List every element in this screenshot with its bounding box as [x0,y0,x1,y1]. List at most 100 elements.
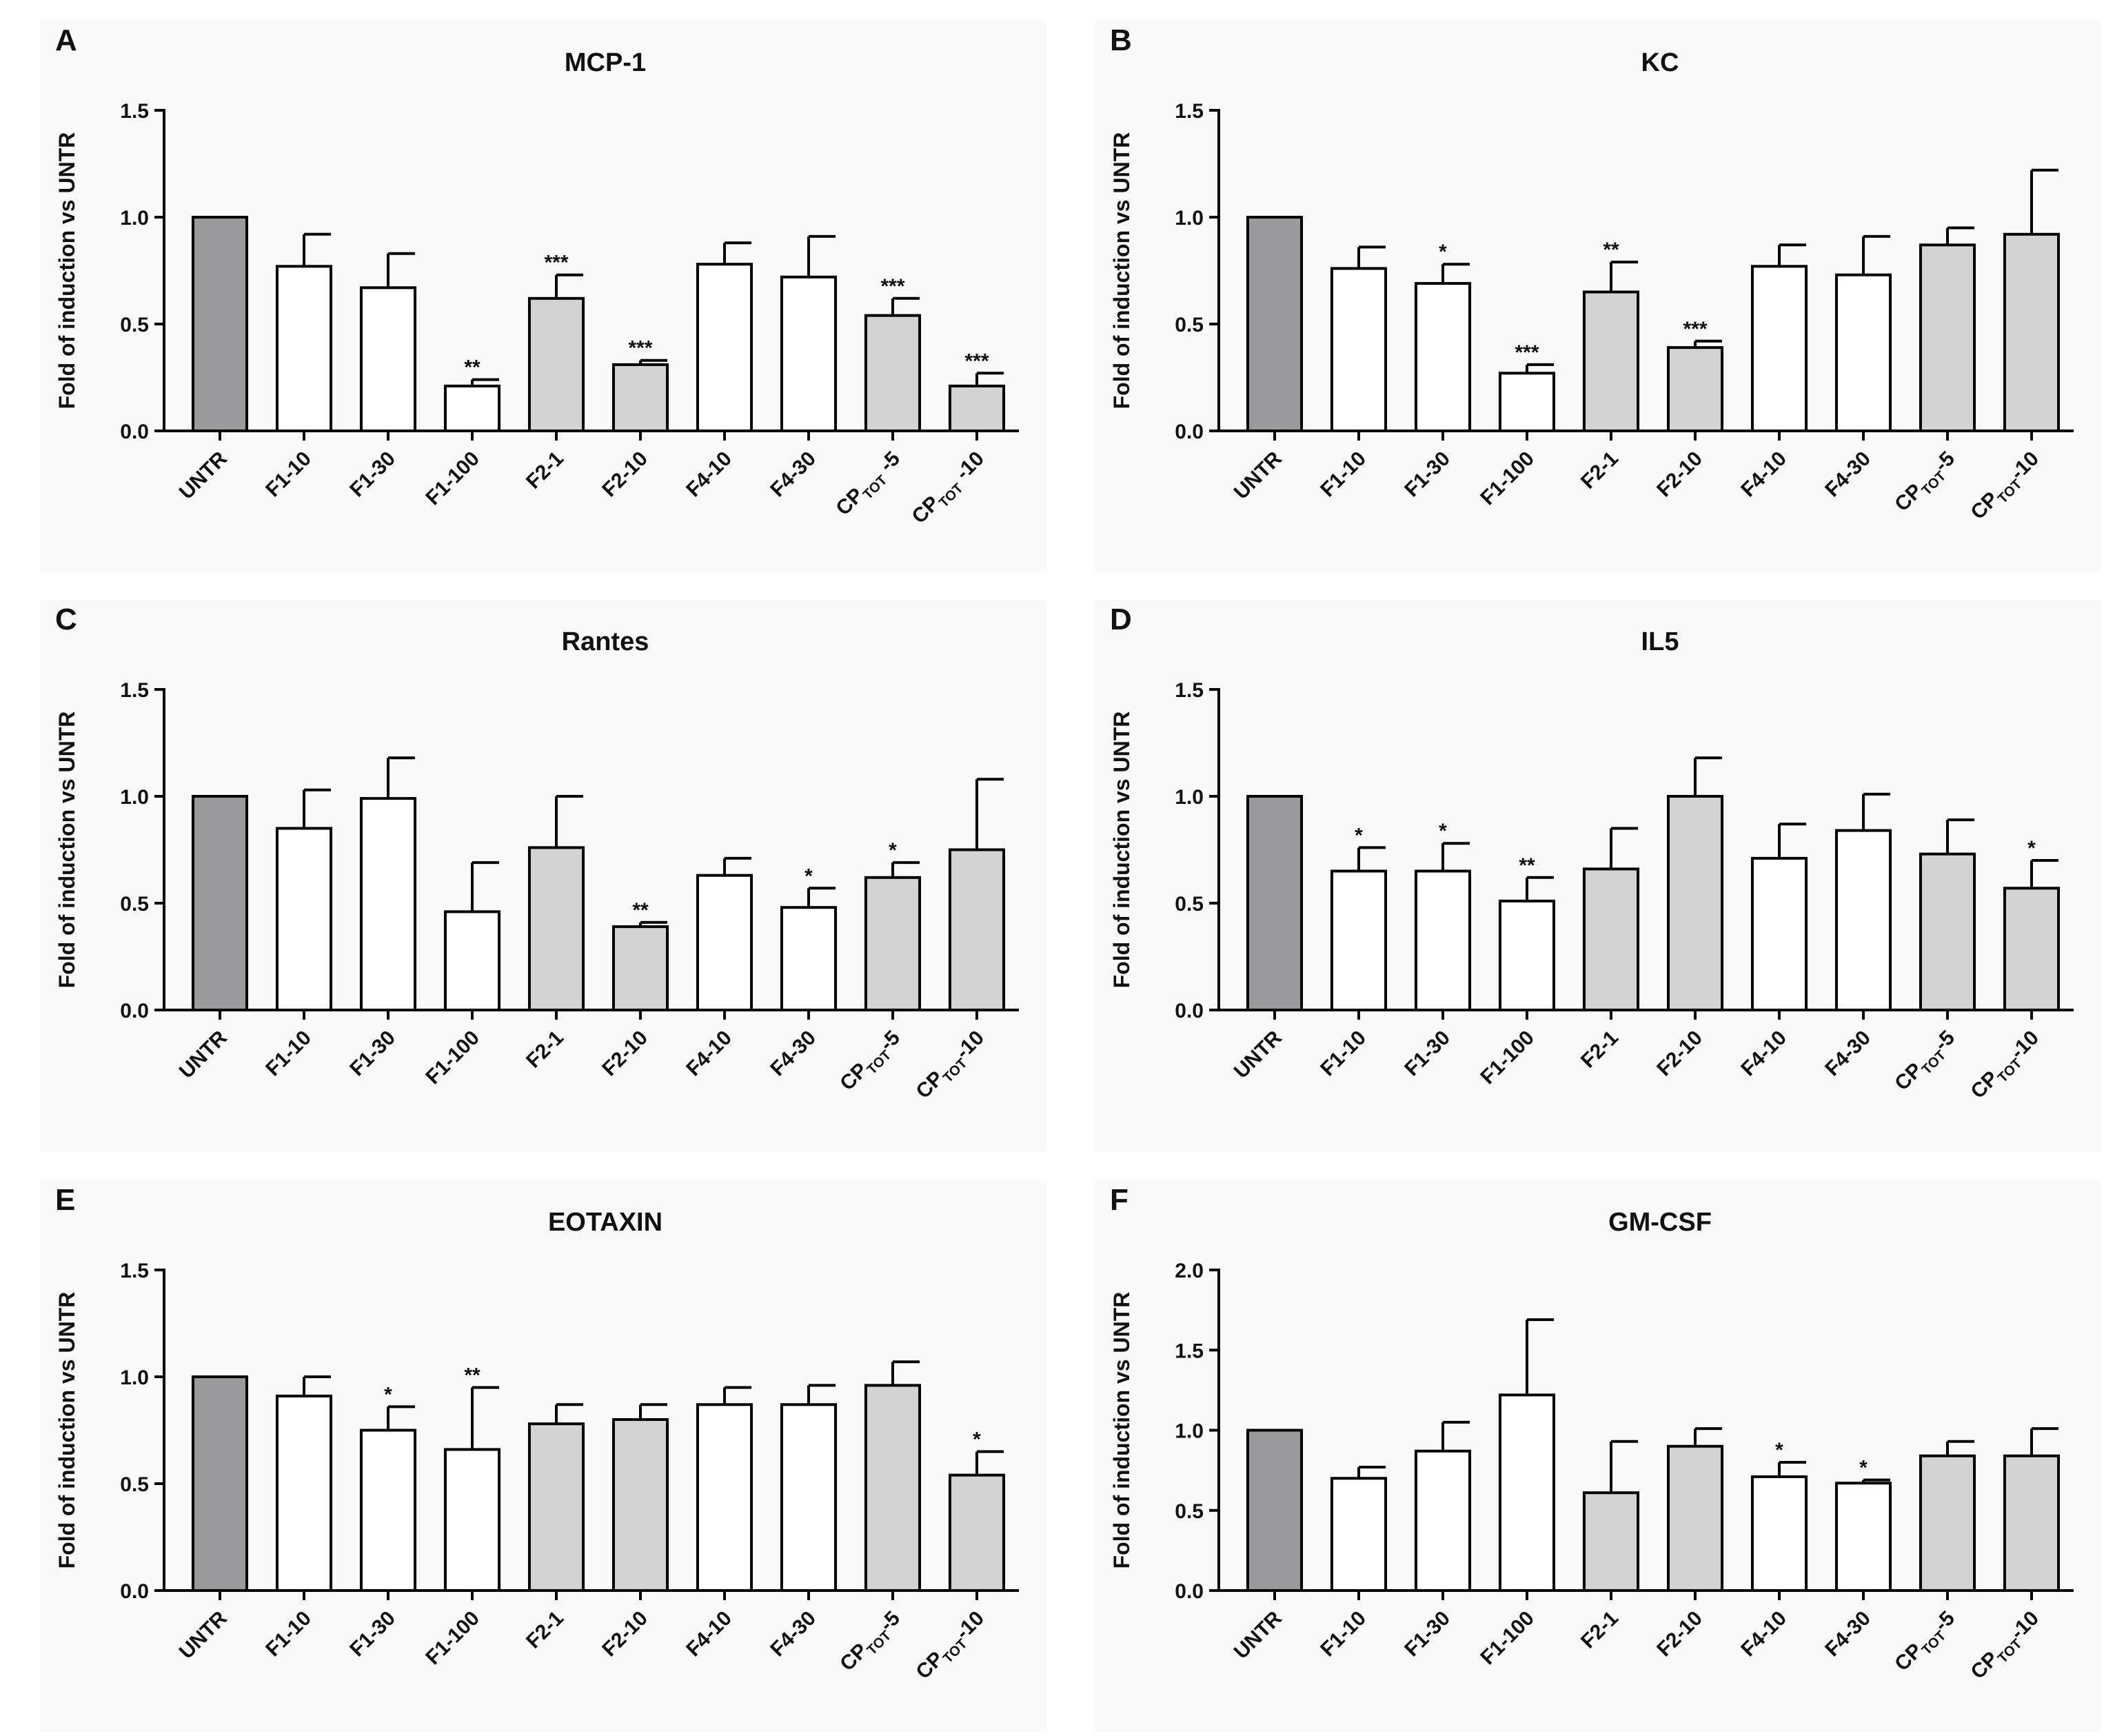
y-tick-label: 1.5 [1175,679,1204,702]
x-tick-label: UNTR [1230,1606,1286,1663]
x-tick-label: F1-30 [1400,447,1455,502]
x-tick-label: CPTOT -5 [831,447,907,523]
bar [527,296,585,432]
y-tick-label: 0.5 [1175,893,1204,916]
bar [864,876,922,1011]
bar [780,1403,838,1592]
x-tick-label: F4-30 [766,1607,820,1662]
bar [696,1403,753,1592]
bar [359,286,417,432]
y-tick-label: 0.5 [120,1473,149,1496]
y-tick-label: 0.5 [1175,1500,1204,1523]
bar [1414,869,1472,1011]
x-tick-label: F1-30 [1400,1027,1455,1081]
significance-label: * [889,839,897,862]
significance-label: ** [632,899,649,922]
x-tick-label: CPTOT-5 [836,1027,907,1098]
bar [2003,887,2061,1011]
bar [1498,899,1556,1011]
bar [1246,795,1304,1011]
panel-letter: E [55,1183,76,1217]
bar [275,1394,333,1592]
bar [1666,795,1724,1011]
y-tick-label: 1.5 [120,1260,149,1282]
bar-chart: Fold of induction vs UNTR 0.0 0.5 1.0 1.5 UNT… [1109,679,2074,1107]
x-tick-label: UNTR [175,447,232,503]
x-tick-label: F2-1 [1577,1027,1623,1073]
x-tick-label: F1-10 [261,1027,316,1081]
bar [527,846,585,1011]
y-tick-label: 1.0 [1175,786,1204,809]
significance-label: ** [464,356,480,379]
bar [780,906,838,1012]
bar [611,925,669,1012]
x-tick-label: CPTOT-5 [1890,1607,1962,1679]
chart-title: IL5 [1641,627,1679,656]
x-tick-label: F2-1 [522,1607,568,1653]
bar [1834,829,1892,1011]
bar [948,848,1006,1011]
bar-chart: Fold of induction vs UNTR 0.0 0.5 1.0 1.5 2.0… [1109,1260,2074,1684]
bar-chart: Fold of induction vs UNTR 0.0 0.5 1.0 1.5 UNT… [54,100,1019,528]
x-tick-label: F4-30 [766,1027,820,1081]
x-tick-label: F1-100 [421,1027,484,1089]
panel-letter: F [1110,1183,1129,1217]
x-tick-label: F4-10 [682,1027,736,1081]
y-tick-label: 1.0 [120,207,149,230]
bar [1750,1475,1808,1592]
bar [191,1375,249,1592]
bar [1919,1454,1976,1593]
x-tick-label: UNTR [175,1026,232,1082]
bar [1919,243,1976,432]
bar [780,275,838,432]
x-tick-label: F2-10 [1652,447,1707,502]
x-tick-label: F2-1 [522,1027,568,1073]
significance-label: ** [1519,854,1535,877]
bar [1330,1477,1388,1592]
bar [1750,856,1808,1011]
bar [443,1448,501,1592]
x-tick-label: F1-30 [345,447,400,502]
x-tick-label: CPTOT-10 [1966,447,2046,527]
x-tick-label: UNTR [1230,447,1286,503]
bar [1834,273,1892,433]
chart-panel-e: E EOTAXIN Fold of induction vs UNTR 0.0 0.… [40,1180,1046,1732]
x-tick-label: F1-10 [1316,1027,1370,1081]
panel-letter: C [55,603,77,636]
x-tick-label: CPTOT-5 [836,1607,907,1679]
bar [1498,1393,1556,1592]
bar [527,1422,585,1593]
bar [1582,867,1640,1011]
x-tick-label: F2-10 [598,447,652,502]
x-tick-label: F2-1 [522,447,568,494]
chart-panel-b: B KC Fold of induction vs UNTR 0.0 0.5 1.0 1… [1095,21,2101,572]
chart-title: MCP-1 [564,48,647,77]
bar [443,384,501,433]
bar [1666,346,1724,433]
bar [359,1429,417,1592]
bar [1246,216,1304,432]
x-tick-label: UNTR [175,1606,232,1663]
x-tick-label: F4-10 [682,1607,736,1662]
bar [275,827,333,1011]
chart-title: GM-CSF [1608,1208,1712,1237]
bar-chart: Fold of induction vs UNTR 0.0 0.5 1.0 1.5 UNT… [1109,100,2074,527]
y-tick-label: 1.0 [1175,1420,1204,1443]
bar [1498,372,1556,432]
x-tick-label: CPTOT-10 [1966,1027,2046,1107]
y-tick-label: 1.0 [120,786,149,809]
y-tick-label: 0.0 [120,1000,149,1022]
y-tick-label: 1.5 [1175,1340,1204,1362]
bar-chart: Fold of induction vs UNTR 0.0 0.5 1.0 1.5 UNT… [54,679,1019,1107]
x-tick-label: UNTR [1230,1026,1286,1082]
x-tick-label: F1-10 [1316,1607,1370,1662]
chart-panel-a: A MCP-1 Fold of induction vs UNTR 0.0 0.5 1… [40,21,1046,572]
y-tick-label: 1.5 [120,679,149,702]
x-tick-label: CPTOT-10 [911,1027,991,1107]
x-tick-label: F4-30 [1821,1027,1875,1081]
bar [611,363,669,432]
y-tick-label: 0.5 [120,314,149,336]
x-tick-label: F4-10 [682,447,736,502]
x-tick-label: F1-30 [1400,1607,1455,1662]
y-tick-label: 0.0 [1175,421,1204,443]
